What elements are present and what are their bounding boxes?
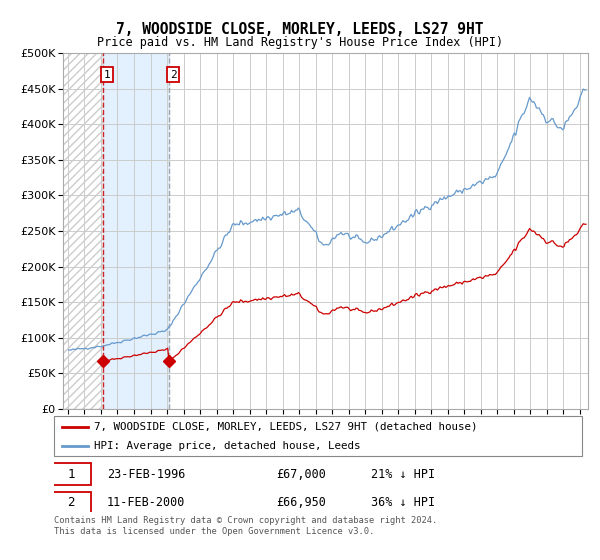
- Text: 7, WOODSIDE CLOSE, MORLEY, LEEDS, LS27 9HT: 7, WOODSIDE CLOSE, MORLEY, LEEDS, LS27 9…: [116, 22, 484, 38]
- Text: £67,000: £67,000: [276, 468, 326, 480]
- Text: Price paid vs. HM Land Registry's House Price Index (HPI): Price paid vs. HM Land Registry's House …: [97, 36, 503, 49]
- Text: 23-FEB-1996: 23-FEB-1996: [107, 468, 185, 480]
- Text: £66,950: £66,950: [276, 496, 326, 510]
- Bar: [63, 53, 103, 409]
- FancyBboxPatch shape: [52, 492, 91, 514]
- Text: Contains HM Land Registry data © Crown copyright and database right 2024.
This d: Contains HM Land Registry data © Crown c…: [54, 516, 437, 536]
- Text: 7, WOODSIDE CLOSE, MORLEY, LEEDS, LS27 9HT (detached house): 7, WOODSIDE CLOSE, MORLEY, LEEDS, LS27 9…: [94, 422, 477, 432]
- FancyBboxPatch shape: [52, 464, 91, 485]
- Text: 1: 1: [67, 468, 74, 480]
- FancyBboxPatch shape: [54, 416, 582, 456]
- Text: 2: 2: [170, 69, 176, 80]
- Text: 1: 1: [104, 69, 110, 80]
- Text: 11-FEB-2000: 11-FEB-2000: [107, 496, 185, 510]
- Text: 21% ↓ HPI: 21% ↓ HPI: [371, 468, 435, 480]
- Text: HPI: Average price, detached house, Leeds: HPI: Average price, detached house, Leed…: [94, 441, 360, 450]
- Text: 2: 2: [67, 496, 74, 510]
- Bar: [63, 53, 103, 409]
- Bar: [103, 53, 169, 409]
- Text: 36% ↓ HPI: 36% ↓ HPI: [371, 496, 435, 510]
